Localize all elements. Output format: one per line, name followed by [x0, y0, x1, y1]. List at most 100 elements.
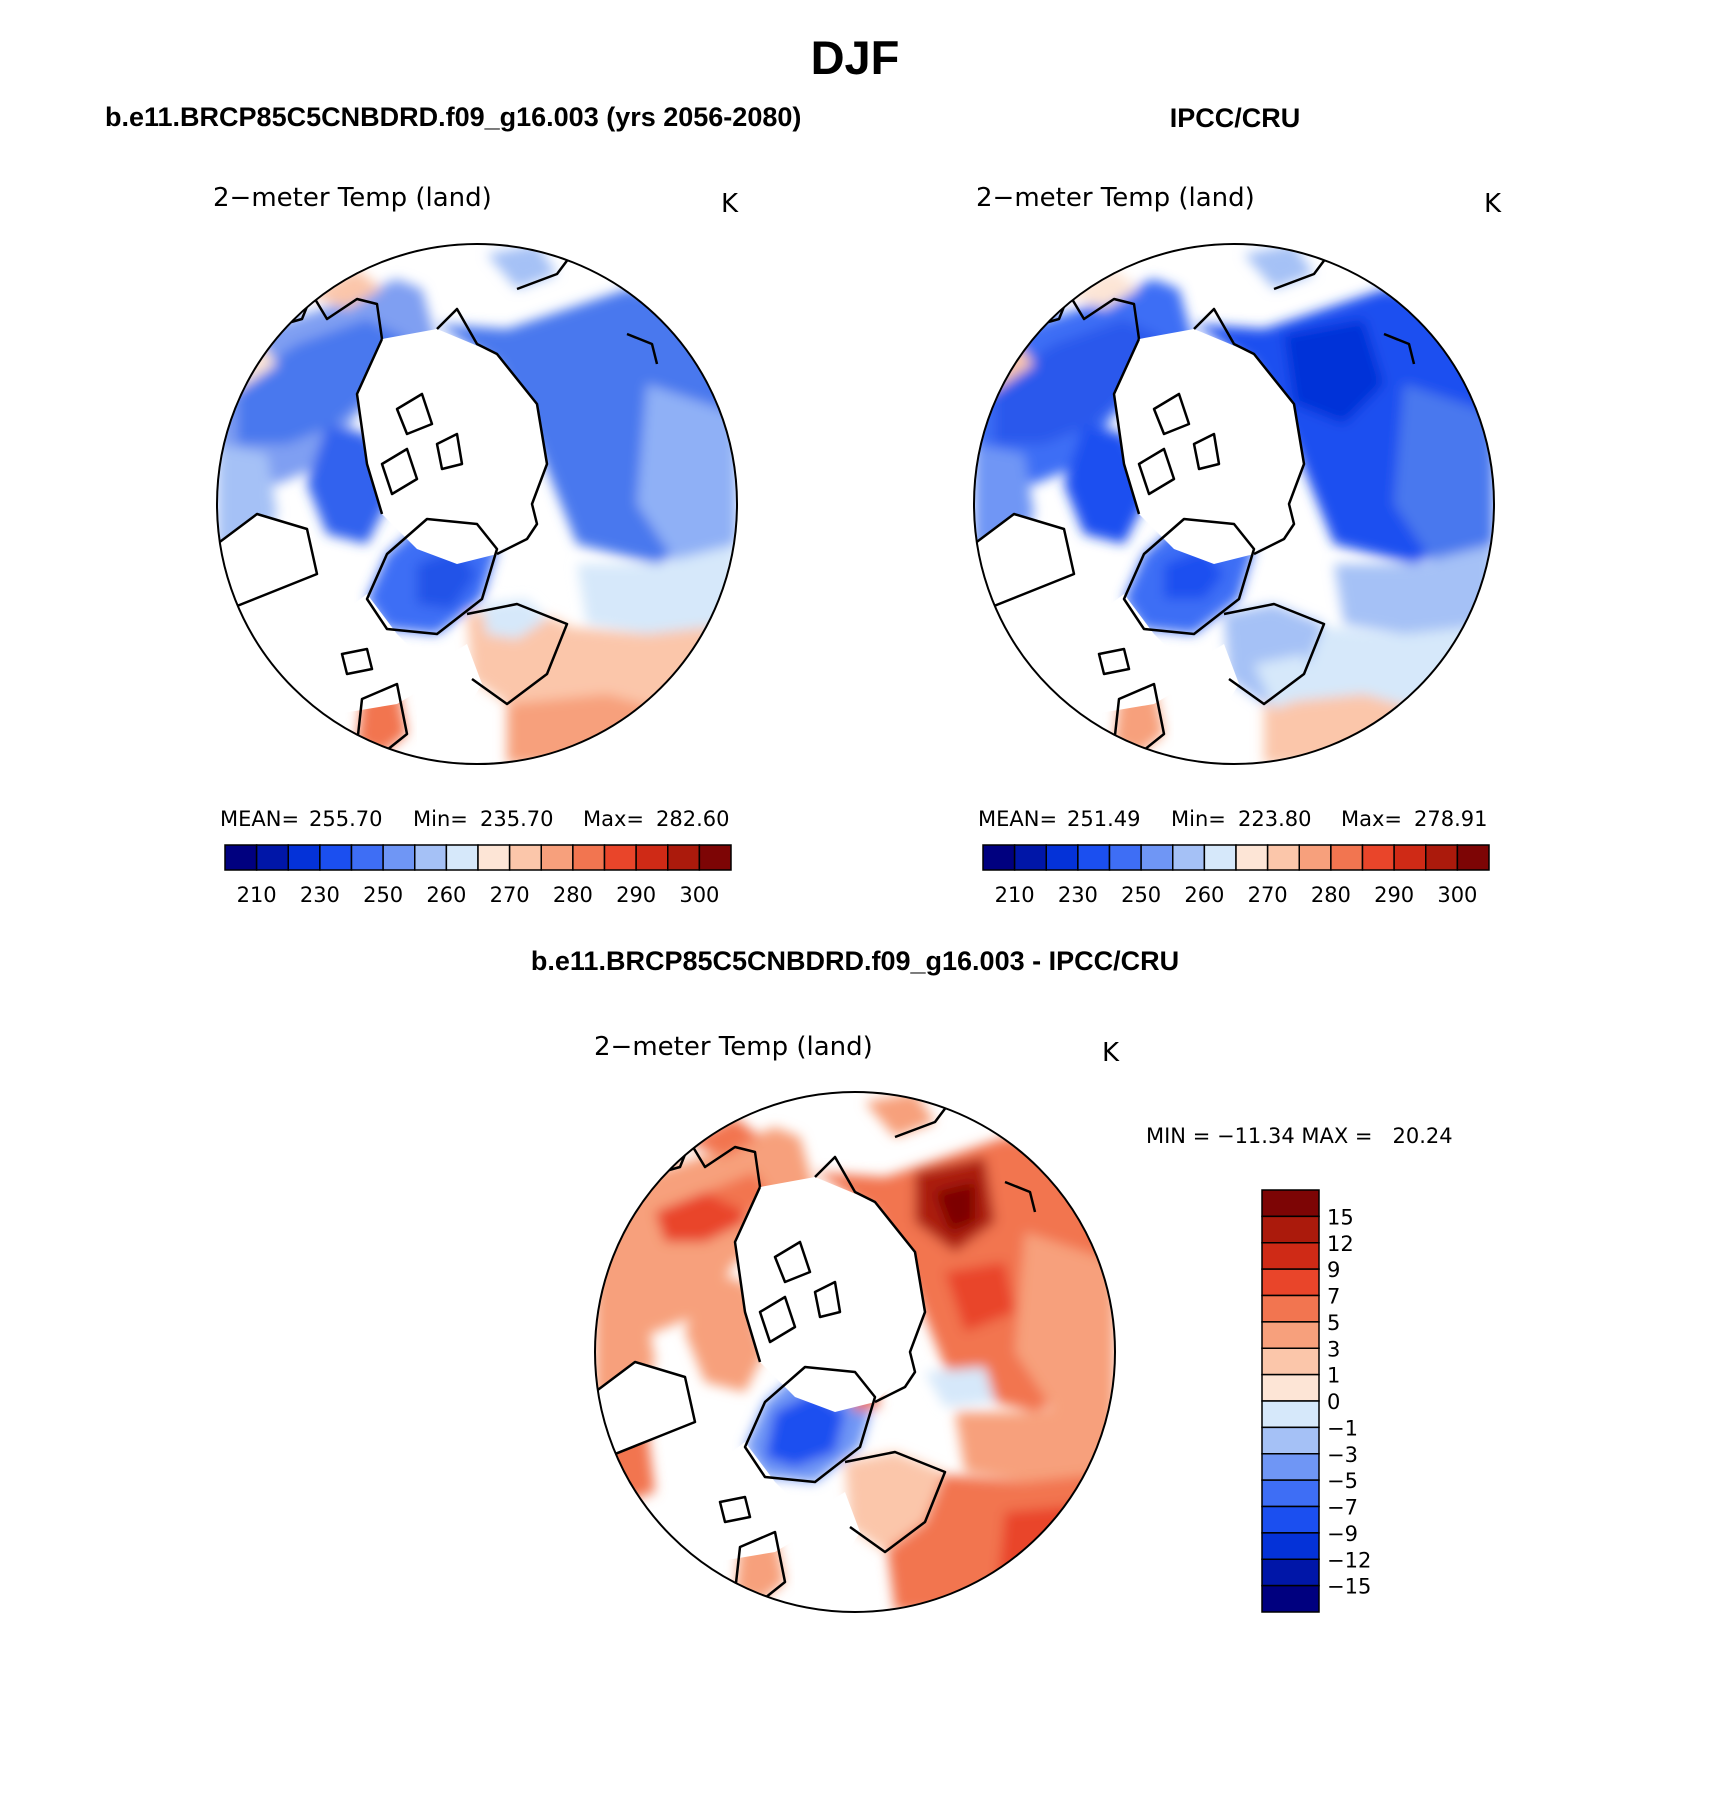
diff-colorbar-tick-label: 15	[1327, 1205, 1354, 1229]
diff-colorbar-swatch	[1261, 1268, 1320, 1297]
model-colorbar-swatch	[477, 844, 511, 871]
model-colorbar-swatch	[287, 844, 321, 871]
obs-colorbar-swatch	[1361, 844, 1395, 871]
obs-colorbar-tick-label: 260	[1184, 883, 1224, 907]
obs-colorbar-swatch	[1298, 844, 1332, 871]
diff-colorbar-swatch	[1261, 1453, 1320, 1481]
diff-colorbar-tick-label: 5	[1327, 1311, 1340, 1335]
obs-colorbar-swatch	[1077, 844, 1111, 871]
model-colorbar-swatch	[667, 844, 701, 871]
obs-colorbar-tick-label: 210	[995, 883, 1035, 907]
obs-colorbar-swatch	[1013, 844, 1047, 871]
left-panel-header: b.e11.BRCP85C5CNBDRD.f09_g16.003 (yrs 20…	[105, 102, 801, 132]
model-colorbar-swatch	[445, 844, 479, 871]
obs-colorbar-swatch	[1203, 844, 1237, 871]
diff-colorbar-swatch	[1261, 1215, 1320, 1244]
diff-min-max-label: MIN = −11.34 MAX = 20.24	[1146, 1124, 1453, 1148]
model-colorbar-swatch	[350, 844, 384, 871]
diff-variable-label: 2−meter Temp (land)	[594, 1032, 873, 1062]
obs-colorbar-swatch	[982, 844, 1016, 871]
obs-colorbar-tick-label: 290	[1374, 883, 1414, 907]
model-colorbar-swatch	[414, 844, 448, 871]
diff-colorbar-tick-label: −1	[1327, 1416, 1358, 1440]
diff-colorbar-swatch	[1261, 1373, 1320, 1402]
model-max-label: Max=	[583, 807, 644, 831]
obs-colorbar-swatch	[1140, 844, 1174, 871]
model-min-value: 235.70	[480, 807, 553, 831]
model-colorbar-tick-label: 210	[237, 883, 277, 907]
model-variable-label: 2−meter Temp (land)	[213, 183, 492, 213]
diff-polar-map	[594, 1091, 1116, 1613]
diff-colorbar-tick-label: 9	[1327, 1258, 1340, 1282]
diff-colorbar-tick-label: 7	[1327, 1285, 1340, 1309]
obs-colorbar-swatch	[1330, 844, 1364, 871]
diff-colorbar-swatch	[1261, 1321, 1320, 1349]
model-colorbar-tick-label: 260	[426, 883, 466, 907]
obs-colorbar-swatch	[1456, 844, 1490, 871]
obs-colorbar-swatch	[1235, 844, 1269, 871]
diff-colorbar-tick-label: 3	[1327, 1337, 1340, 1361]
obs-mean-label: MEAN=	[978, 807, 1057, 831]
model-polar-map	[216, 243, 738, 765]
diff-panel: 2−meter Temp (land) K MIN = −11.34 MAX =…	[594, 1032, 1453, 1613]
diff-colorbar-swatch	[1261, 1400, 1320, 1429]
model-colorbar-swatch	[603, 844, 637, 871]
obs-colorbar-tick-label: 280	[1311, 883, 1351, 907]
diff-colorbar-tick-label: 12	[1327, 1232, 1354, 1256]
obs-colorbar-swatch	[1108, 844, 1142, 871]
model-colorbar-swatch	[382, 844, 416, 871]
obs-colorbar-tick-label: 270	[1248, 883, 1288, 907]
model-colorbar-tick-label: 230	[300, 883, 340, 907]
obs-colorbar-swatch	[1393, 844, 1427, 871]
obs-min-value: 223.80	[1238, 807, 1311, 831]
obs-colorbar-swatch	[1266, 844, 1300, 871]
diff-colorbar-swatch	[1261, 1479, 1320, 1508]
diff-colorbar-swatch	[1261, 1558, 1320, 1587]
model-mean-label: MEAN=	[220, 807, 299, 831]
obs-units-label: K	[1484, 189, 1502, 219]
obs-colorbar: 210 230 250 260 270 280 290 300	[982, 844, 1490, 907]
model-colorbar-tick-label: 280	[553, 883, 593, 907]
diff-colorbar-swatch	[1261, 1584, 1320, 1613]
obs-colorbar-swatch	[1172, 844, 1206, 871]
obs-variable-label: 2−meter Temp (land)	[976, 183, 1255, 213]
obs-max-label: Max=	[1341, 807, 1402, 831]
obs-colorbar-swatch	[1045, 844, 1079, 871]
obs-polar-map	[973, 243, 1495, 765]
obs-panel: 2−meter Temp (land) K	[973, 183, 1502, 907]
model-colorbar-swatch	[255, 844, 289, 871]
diff-colorbar-tick-label: −5	[1327, 1469, 1358, 1493]
obs-colorbar-tick-label: 300	[1437, 883, 1477, 907]
model-colorbar-tick-label: 290	[616, 883, 656, 907]
model-stats: MEAN= 255.70 Min= 235.70 Max= 282.60	[220, 807, 729, 831]
obs-colorbar-tick-label: 230	[1058, 883, 1098, 907]
model-colorbar-swatch	[698, 844, 732, 871]
model-colorbar-swatch	[224, 844, 258, 871]
model-colorbar-swatch	[572, 844, 606, 871]
obs-colorbar-tick-label: 250	[1121, 883, 1161, 907]
diff-colorbar-tick-label: −9	[1327, 1522, 1358, 1546]
figure-title: DJF	[811, 31, 900, 84]
model-colorbar-swatch	[540, 844, 574, 871]
model-colorbar-tick-label: 270	[490, 883, 530, 907]
diff-units-label: K	[1102, 1038, 1120, 1068]
model-colorbar: 210 230 250 260 270 280 290 300	[224, 844, 732, 907]
model-mean-value: 255.70	[309, 807, 382, 831]
diff-colorbar-swatch	[1261, 1347, 1320, 1376]
obs-colorbar-swatch	[1425, 844, 1459, 871]
diff-colorbar-swatch	[1261, 1189, 1320, 1218]
diff-colorbar-tick-label: −15	[1327, 1575, 1371, 1599]
obs-max-value: 278.91	[1414, 807, 1487, 831]
model-min-label: Min=	[413, 807, 468, 831]
diff-colorbar-swatch	[1261, 1532, 1320, 1560]
model-colorbar-swatch	[635, 844, 669, 871]
diff-colorbar-swatch	[1261, 1426, 1320, 1455]
diff-colorbar-tick-label: 0	[1327, 1390, 1340, 1414]
right-panel-header: IPCC/CRU	[1170, 103, 1301, 133]
diff-colorbar-tick-label: 1	[1327, 1364, 1340, 1388]
obs-min-label: Min=	[1171, 807, 1226, 831]
model-colorbar-swatch	[508, 844, 542, 871]
model-colorbar-tick-label: 300	[679, 883, 719, 907]
model-colorbar-swatch	[319, 844, 353, 871]
